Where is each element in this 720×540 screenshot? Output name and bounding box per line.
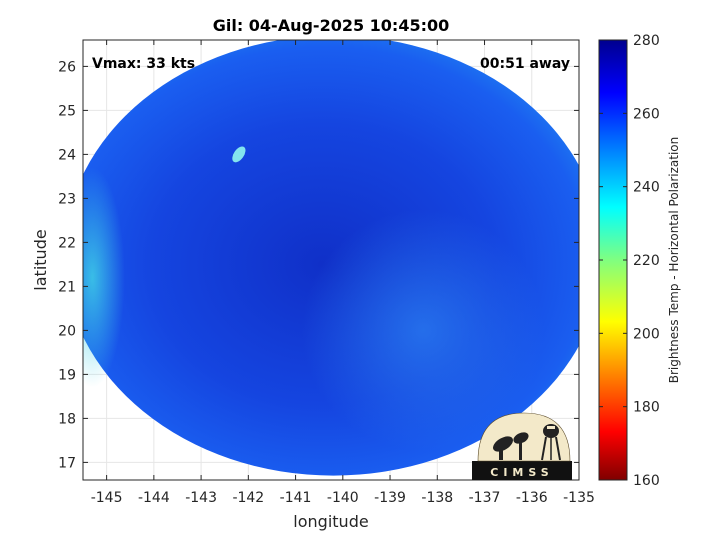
chart-title: Gil: 04-Aug-2025 10:45:00 xyxy=(213,16,450,35)
colorbar-tick-label: 180 xyxy=(633,400,660,416)
vmax-annotation: Vmax: 33 kts xyxy=(92,56,195,72)
colorbar-tick-label: 260 xyxy=(633,106,660,122)
cyan-edge-west xyxy=(83,167,125,388)
x-tick-label: -140 xyxy=(327,490,359,506)
y-tick-label: 24 xyxy=(58,147,76,163)
axes-frame xyxy=(82,39,580,481)
x-tick-label: -142 xyxy=(232,490,264,506)
x-tick-label: -139 xyxy=(374,490,406,506)
x-tick-label: -135 xyxy=(563,490,595,506)
colorbar-ticks: 160 180 200 220 240 260 280 xyxy=(599,33,660,489)
colorbar-tick-label: 280 xyxy=(633,33,660,49)
colorbar-gradient xyxy=(598,39,628,481)
colorbar-label: Brightness Temp - Horizontal Polarizatio… xyxy=(667,137,681,384)
x-axis-label: longitude xyxy=(293,512,368,531)
cimss-logo-text: CIMSS xyxy=(490,466,553,479)
y-tick-label: 18 xyxy=(58,411,76,427)
cimss-logo: CIMSS xyxy=(472,412,572,480)
swath-layer xyxy=(83,40,579,476)
y-tick-label: 26 xyxy=(58,59,76,75)
y-tick-label: 23 xyxy=(58,191,76,207)
x-tick-label: -136 xyxy=(516,490,548,506)
y-tick-label: 25 xyxy=(58,103,76,119)
y-tick-label: 20 xyxy=(58,323,76,339)
cyan-spot-north xyxy=(232,146,246,163)
x-tick-label: -143 xyxy=(185,490,217,506)
x-tick-label: -144 xyxy=(138,490,170,506)
warm-band-southeast xyxy=(301,209,545,452)
x-axis-ticks: -145 -144 -143 -142 -141 -140 -139 -138 -137 -136… xyxy=(91,40,595,506)
y-tick-label: 17 xyxy=(58,455,76,471)
x-tick-label: -138 xyxy=(421,490,453,506)
y-tick-label: 19 xyxy=(58,367,76,383)
colorbar-tick-label: 240 xyxy=(633,180,660,196)
colorbar-tick-label: 200 xyxy=(633,326,660,342)
x-tick-label: -141 xyxy=(280,490,312,506)
x-tick-label: -145 xyxy=(91,490,123,506)
y-axis-label: latitude xyxy=(31,229,50,290)
x-tick-label: -137 xyxy=(469,490,501,506)
y-tick-label: 22 xyxy=(58,235,76,251)
y-axis-ticks: 17 18 19 20 21 22 23 24 25 26 xyxy=(58,59,579,471)
colorbar: 160 180 200 220 240 260 280 Brightness Temp - … xyxy=(598,33,681,489)
y-tick-label: 21 xyxy=(58,279,76,295)
time-away-annotation: 00:51 away xyxy=(480,56,570,72)
colorbar-tick-label: 160 xyxy=(633,473,660,489)
colorbar-tick-label: 220 xyxy=(633,253,660,269)
